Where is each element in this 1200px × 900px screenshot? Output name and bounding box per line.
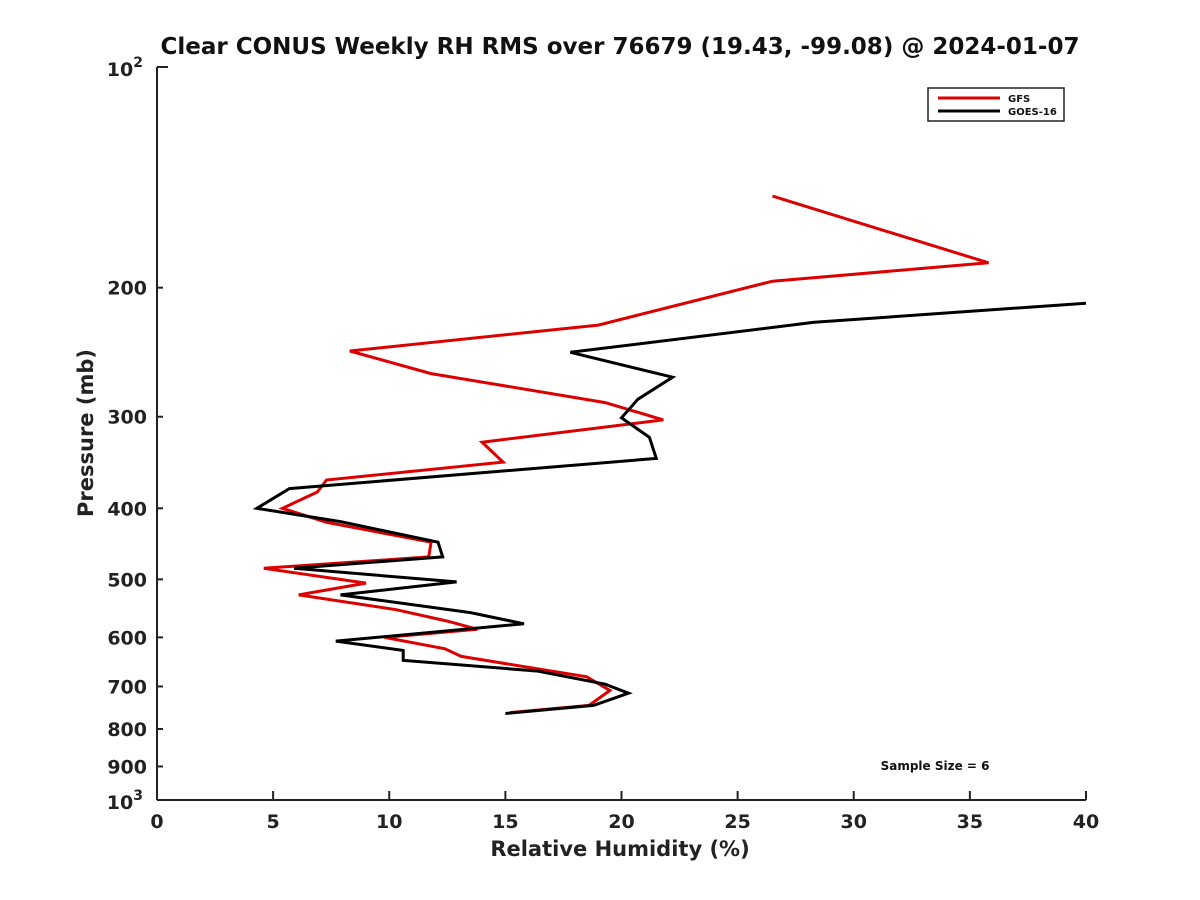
y-tick-label: 600: [107, 627, 147, 649]
x-tick-label: 30: [841, 811, 867, 833]
x-tick-label: 0: [150, 811, 163, 833]
legend-label: GOES-16: [1008, 107, 1057, 118]
x-tick-label: 10: [376, 811, 402, 833]
y-tick-label: 300: [107, 407, 147, 429]
x-tick-label: 20: [608, 811, 634, 833]
x-tick-label: 40: [1073, 811, 1099, 833]
y-tick-label: 400: [107, 498, 147, 520]
y-major-tick-exponent: 2: [133, 55, 143, 71]
y-tick-label: 900: [107, 756, 147, 778]
y-tick-label: 200: [107, 278, 147, 300]
legend-label: GFS: [1008, 94, 1030, 105]
x-axis: 0 5 10 15 20 25 30 35 40: [150, 791, 1099, 833]
x-tick-label: 25: [724, 811, 750, 833]
y-tick-label: 500: [107, 569, 147, 591]
y-tick-label: 700: [107, 676, 147, 698]
y-major-tick-label: 103: [107, 788, 143, 814]
x-tick-label: 5: [267, 811, 280, 833]
sample-size-annotation: Sample Size = 6: [881, 759, 990, 773]
x-axis-label: Relative Humidity (%): [490, 837, 749, 861]
chart-title: Clear CONUS Weekly RH RMS over 76679 (19…: [161, 34, 1080, 60]
legend-box: [927, 87, 1065, 122]
y-tick-label: 800: [107, 719, 147, 741]
annotations: Sample Size = 6: [881, 759, 990, 773]
series-line-goes-16: [252, 301, 1087, 715]
y-axis-label: Pressure (mb): [74, 349, 98, 517]
legend: GFS GOES-16: [927, 87, 1065, 122]
y-major-tick-exponent: 3: [133, 788, 143, 804]
x-tick-label: 15: [492, 811, 518, 833]
y-major-tick-label: 102: [107, 55, 143, 81]
y-axis: 200 300 400 500 600 700 800 900 102 103: [107, 55, 168, 814]
series-layer: [252, 194, 1087, 715]
series-line-gfs: [263, 194, 989, 715]
x-tick-label: 35: [957, 811, 983, 833]
